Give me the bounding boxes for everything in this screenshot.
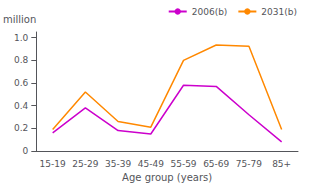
svg-text:65-69: 65-69 [203, 159, 229, 169]
svg-text:85+: 85+ [272, 159, 291, 169]
svg-text:2031(b): 2031(b) [261, 7, 297, 17]
svg-text:55-59: 55-59 [170, 159, 196, 169]
svg-text:0: 0 [23, 146, 29, 156]
svg-text:75-79: 75-79 [236, 159, 262, 169]
svg-text:0.2: 0.2 [14, 123, 28, 133]
svg-text:35-39: 35-39 [105, 159, 131, 169]
svg-text:1.0: 1.0 [14, 33, 29, 43]
svg-text:0.8: 0.8 [14, 55, 29, 65]
svg-text:0.6: 0.6 [14, 78, 29, 88]
svg-text:45-49: 45-49 [138, 159, 164, 169]
svg-text:2006(b): 2006(b) [192, 7, 228, 17]
svg-text:million: million [3, 14, 36, 25]
svg-text:25-29: 25-29 [72, 159, 98, 169]
svg-text:0.4: 0.4 [14, 101, 29, 111]
svg-text:Age group (years): Age group (years) [122, 172, 212, 183]
svg-text:15-19: 15-19 [40, 159, 66, 169]
